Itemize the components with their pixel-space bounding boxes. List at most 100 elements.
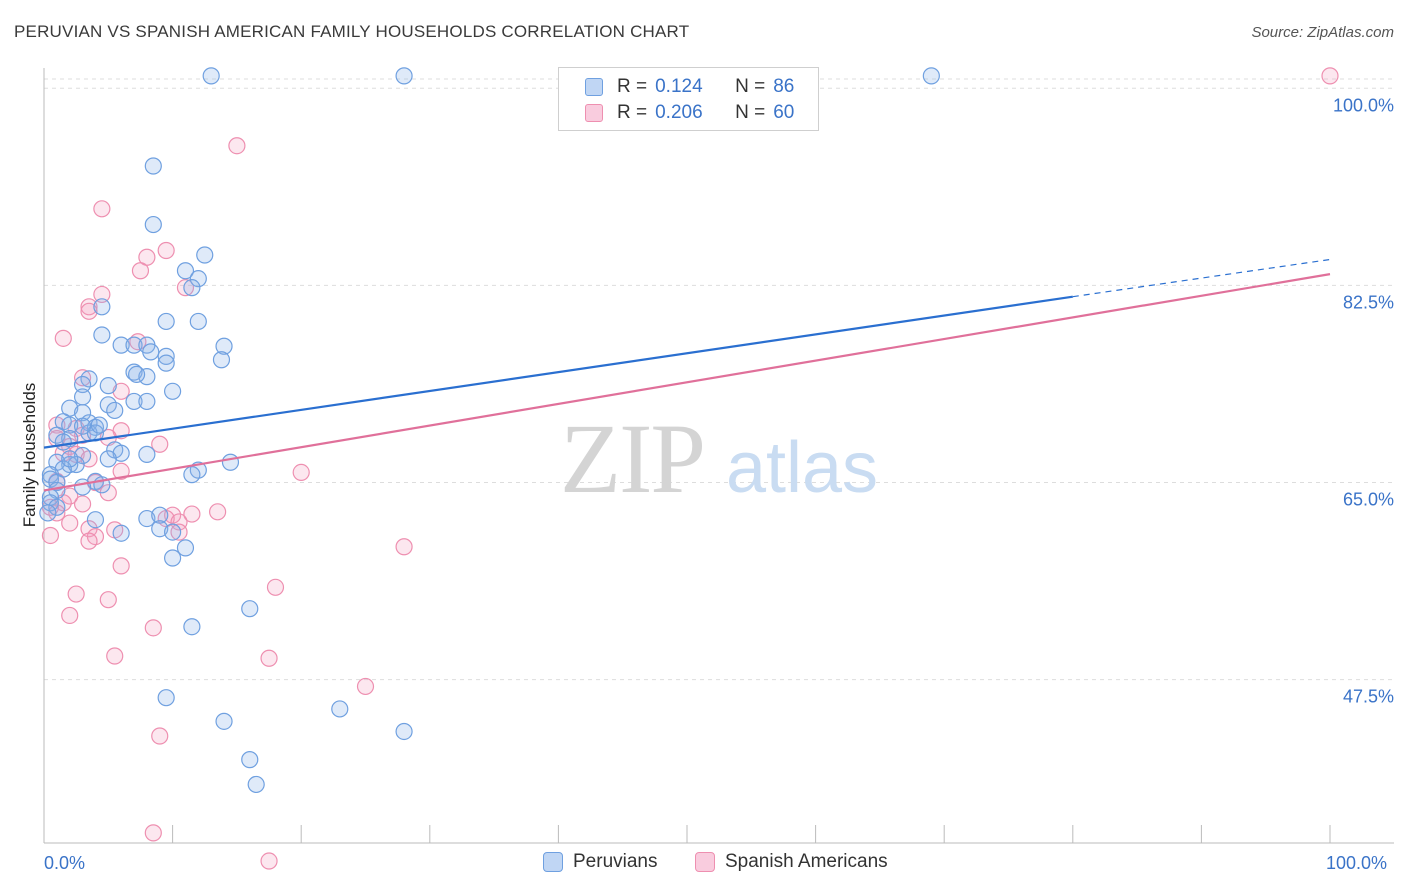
spanish-americans-point [112, 462, 130, 480]
legend-r-label: R = [617, 102, 648, 123]
peruvians-point [212, 351, 231, 369]
legend-swatch-blue [585, 78, 603, 96]
peruvians-point [142, 343, 160, 361]
peruvians-point [125, 363, 143, 381]
spanish-americans-point [260, 852, 278, 870]
peruvians-point [61, 416, 79, 434]
peruvians-point [157, 347, 175, 365]
spanish-americans-point [80, 532, 98, 550]
spanish-americans-point [61, 606, 79, 625]
spanish-americans-point [67, 585, 85, 603]
peruvians-point [151, 520, 169, 538]
spanish-americans-point [131, 262, 150, 280]
legend-r-label: R = [617, 76, 648, 97]
peruvians-point [331, 700, 349, 718]
spanish-americans-point [99, 591, 117, 609]
grid-lines [44, 78, 1394, 681]
peruvians-point [48, 498, 66, 516]
peruvians-point [112, 336, 130, 354]
peruvians-point [73, 478, 92, 496]
spanish-americans-trend-line [43, 273, 1331, 492]
legend-row-spanish-americans: R = 0.206 N = 60 [585, 100, 794, 126]
peruvians-point [127, 365, 146, 383]
y-tick-labels: 47.5% 65.0% 82.5% 100.0% [1333, 95, 1394, 706]
spanish-americans-point [80, 302, 98, 320]
bottom-legend-label: Peruvians [573, 851, 658, 872]
peruvians-point [164, 523, 182, 541]
peruvians-point [138, 509, 156, 528]
peruvians-point [176, 262, 195, 280]
peruvians-point [73, 417, 92, 435]
peruvians-point [241, 600, 259, 618]
peruvians-point [189, 312, 207, 331]
axes [43, 68, 1394, 844]
legend-r-value: 0.124 [655, 76, 703, 97]
x-tick-label-min: 0.0% [44, 853, 86, 873]
spanish-americans-point [209, 503, 227, 521]
peruvians-point [90, 416, 108, 434]
legend-n-label: N = [735, 76, 766, 97]
peruvians-point [73, 404, 92, 422]
spanish-americans-point [54, 329, 72, 347]
spanish-americans-point [144, 619, 162, 637]
peruvians-point [221, 453, 240, 471]
peruvians-trend-line [43, 295, 1073, 449]
y-tick-label: 82.5% [1343, 292, 1394, 312]
peruvians-point [54, 433, 72, 451]
peruvians-point [73, 388, 92, 406]
watermark-atlas: atlas [726, 428, 878, 508]
peruvians-point [395, 67, 413, 85]
peruvians-point [157, 354, 175, 372]
source-credit: Source: ZipAtlas.com [1251, 24, 1394, 41]
zipatlas-watermark: ZIP atlas [560, 403, 878, 514]
peruvians-point [215, 337, 233, 355]
legend-n-label: N = [735, 102, 766, 123]
spanish-americans-point [80, 298, 98, 316]
spanish-americans-point [151, 435, 169, 453]
peruvians-point [73, 446, 92, 465]
bottom-legend-spanish-americans: Spanish Americans [695, 851, 888, 873]
spanish-americans-point [395, 538, 413, 556]
legend-row-peruvians: R = 0.124 N = 86 [585, 74, 794, 100]
peruvians-point [241, 751, 259, 769]
y-tick-label: 47.5% [1343, 687, 1394, 707]
spanish-americans-point [170, 513, 188, 531]
peruvians-point [157, 689, 175, 707]
bottom-legend-swatch-blue [543, 852, 563, 872]
spanish-americans-point [170, 523, 188, 541]
peruvians-point [183, 466, 201, 484]
peruvians-point [73, 375, 92, 394]
legend-n-value: 60 [773, 102, 795, 123]
spanish-americans-point [266, 578, 285, 596]
peruvians-point [176, 539, 195, 557]
peruvians-point [106, 401, 124, 420]
spanish-americans-point [260, 649, 278, 667]
peruvians-point [138, 445, 156, 463]
watermark-zip: ZIP [560, 403, 704, 514]
peruvians-point [48, 426, 66, 444]
spanish-americans-point [176, 279, 195, 297]
spanish-americans-point [73, 495, 92, 513]
spanish-americans-point [106, 647, 124, 665]
chart-title: PERUVIAN VS SPANISH AMERICAN FAMILY HOUS… [14, 22, 690, 41]
peruvians-point [164, 549, 182, 567]
peruvians-point [196, 246, 214, 264]
spanish-americans-point [73, 369, 92, 387]
peruvians-point [39, 504, 57, 522]
peruvians-point [138, 368, 156, 386]
spanish-americans-point [41, 526, 60, 545]
peruvians-point [61, 450, 79, 468]
peruvians-point [93, 326, 111, 344]
peruvians-point [183, 279, 201, 297]
spanish-americans-point [93, 200, 111, 218]
correlation-legend: R = 0.124 N = 86 R = 0.206 N = 60 [558, 67, 819, 131]
y-axis-label: Family Households [20, 382, 39, 528]
legend-r-value: 0.206 [655, 102, 703, 123]
spanish-americans-point [228, 137, 246, 155]
spanish-americans-point [151, 727, 169, 745]
peruvians-point [125, 392, 143, 411]
peruvians-point [144, 215, 162, 234]
spanish-americans-point [61, 514, 79, 532]
series-peruvians-points [39, 67, 940, 794]
